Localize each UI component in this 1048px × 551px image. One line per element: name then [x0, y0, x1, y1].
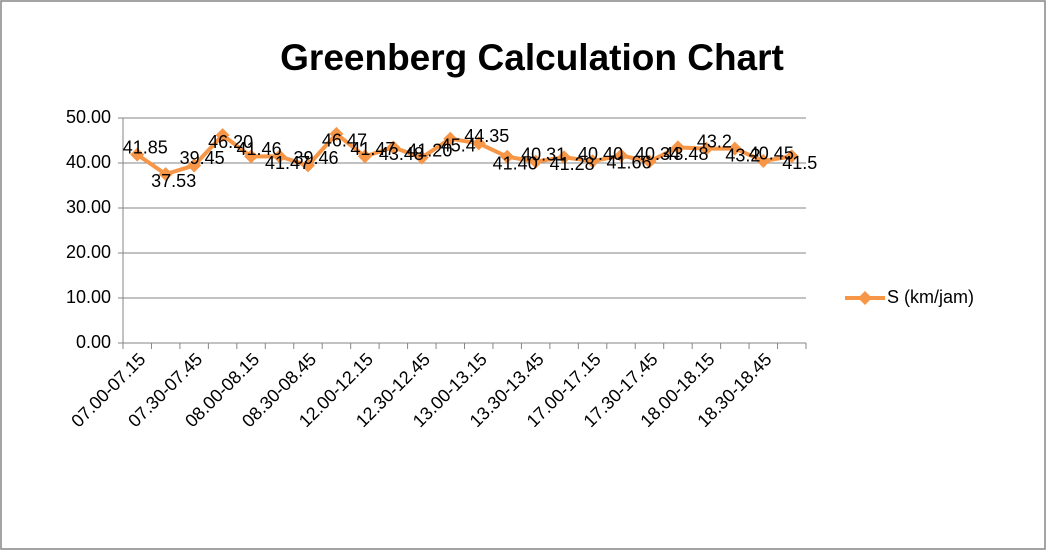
point-marker [756, 153, 771, 168]
data-label: 45.4 [441, 135, 476, 155]
point-marker [357, 149, 372, 164]
data-label: 40.34 [635, 144, 680, 164]
data-label: 46.47 [322, 131, 367, 151]
data-label: 41.5 [782, 153, 817, 173]
data-label: 43.48 [663, 144, 708, 164]
data-label: 41.85 [123, 137, 168, 157]
point-marker [300, 158, 315, 173]
point-marker [244, 149, 259, 164]
data-label: 41.66 [606, 152, 651, 172]
y-tick-label: 30.00 [66, 197, 111, 217]
data-label: 41.46 [237, 139, 282, 159]
data-label: 41.20 [407, 140, 452, 160]
point-marker [614, 148, 629, 163]
point-marker [500, 149, 515, 164]
data-label: 40.45 [749, 144, 794, 164]
data-label: 43.2 [725, 145, 760, 165]
chart-title: Greenberg Calculation Chart [280, 37, 784, 78]
point-marker [557, 150, 572, 165]
y-tick-label: 20.00 [66, 242, 111, 262]
point-marker [528, 154, 543, 169]
point-marker [699, 141, 714, 156]
data-label: 40.40 [578, 144, 623, 164]
data-label: 44.35 [464, 126, 509, 146]
point-marker [443, 131, 458, 146]
data-label: 43.2 [697, 131, 732, 151]
legend-label: S (km/jam) [887, 287, 974, 307]
y-tick-label: 10.00 [66, 287, 111, 307]
point-marker [414, 150, 429, 165]
point-marker [471, 136, 486, 151]
data-label: 41.47 [350, 139, 395, 159]
y-tick-label: 40.00 [66, 152, 111, 172]
data-label: 41.40 [493, 153, 538, 173]
point-marker [784, 149, 799, 164]
data-label: 37.53 [151, 171, 196, 191]
point-marker [130, 147, 145, 162]
y-tick-label: 50.00 [66, 107, 111, 127]
data-label: 43.48 [379, 144, 424, 164]
y-tick-label: 0.00 [76, 332, 111, 352]
data-label: 39.45 [180, 148, 225, 168]
point-marker [642, 154, 657, 169]
point-marker [670, 140, 685, 155]
point-marker [386, 140, 401, 155]
data-label: 41.28 [550, 154, 595, 174]
point-marker [215, 128, 230, 143]
data-label: 39.46 [293, 148, 338, 168]
point-marker [329, 126, 344, 141]
point-marker [272, 149, 287, 164]
point-marker [727, 141, 742, 156]
data-label: 41.47 [265, 153, 310, 173]
point-marker [158, 167, 173, 182]
point-marker [585, 154, 600, 169]
legend-marker [858, 291, 872, 305]
data-label: 46.20 [208, 132, 253, 152]
data-label: 40.31 [521, 144, 566, 164]
point-marker [187, 158, 202, 173]
